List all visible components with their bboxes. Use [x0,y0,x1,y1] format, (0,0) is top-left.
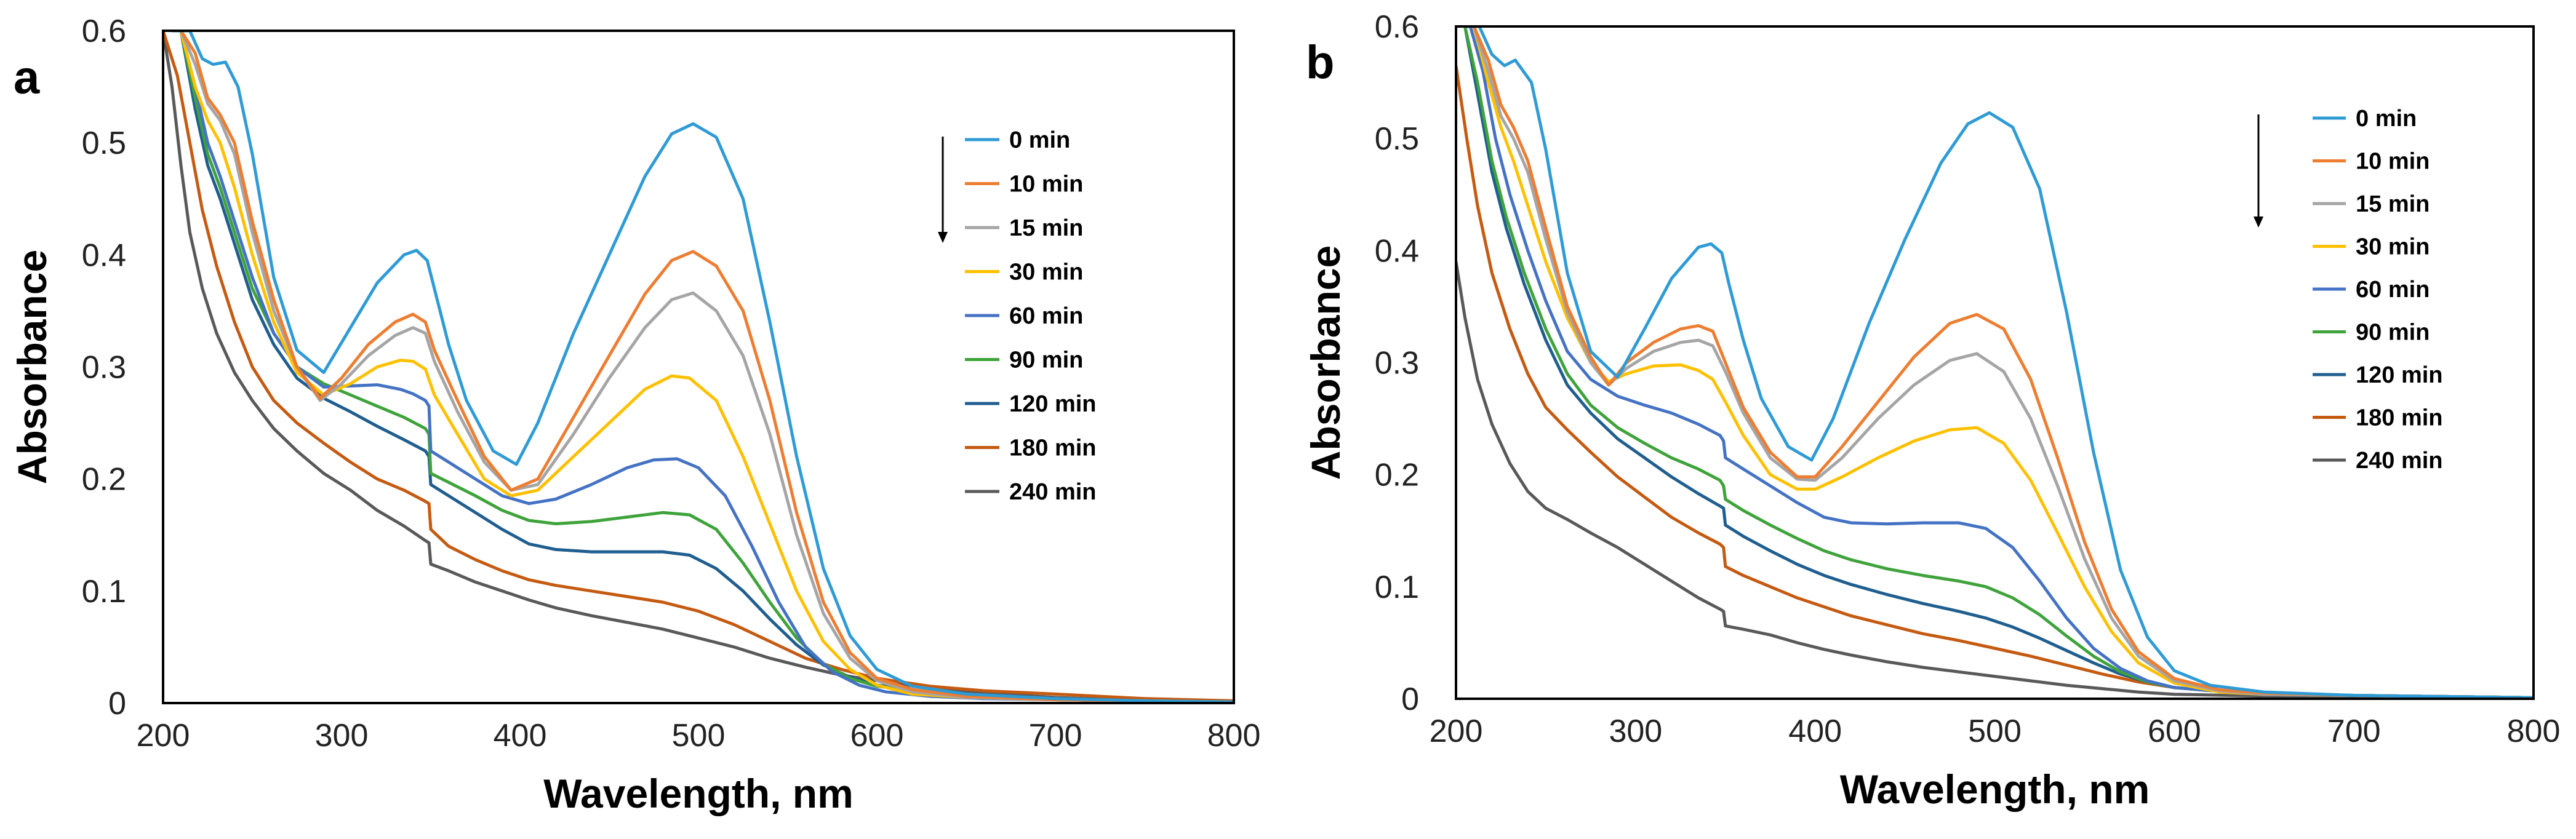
series-line-0-min [172,31,1234,703]
series-line-15-min [179,31,1234,703]
y-axis-title: Absorbance [1303,245,1348,480]
legend-label: 10 min [1009,172,1083,197]
y-tick-label: 0.5 [82,125,126,161]
x-tick-label: 200 [137,718,190,754]
series-line-60-min [179,31,1234,703]
y-tick-label: 0.3 [1375,346,1419,381]
y-tick-label: 0 [1401,682,1419,717]
series-lines [1456,26,2534,699]
x-tick-label: 600 [2148,714,2201,749]
panel-label: a [14,52,40,104]
legend-label: 90 min [1009,348,1083,373]
y-tick-label: 0.4 [1375,233,1419,269]
legend-label: 0 min [1009,127,1070,153]
x-axis-title: Wavelength, nm [543,771,854,816]
legend-label: 180 min [1009,435,1097,461]
plot-frame [1455,25,2535,700]
y-tick-label: 0 [108,686,126,722]
legend-label: 60 min [2356,277,2430,303]
series-lines [163,31,1234,703]
legend-label: 120 min [1009,391,1097,417]
legend-label: 15 min [1009,215,1083,241]
plot-frame [162,30,1235,704]
x-tick-label: 400 [1788,714,1842,749]
x-tick-label: 600 [850,718,904,754]
series-line-15-min [1472,26,2534,699]
y-tick-label: 0.4 [82,237,126,273]
legend-label: 90 min [2356,320,2430,346]
x-tick-label: 700 [1029,718,1082,754]
x-axis-title: Wavelength, nm [1840,766,2150,812]
series-line-60-min [1468,26,2534,699]
legend-label: 120 min [2356,362,2443,388]
legend-label: 15 min [2356,191,2430,217]
series-line-240-min [1456,261,2534,699]
trend-arrow-head [2254,217,2263,228]
x-tick-label: 300 [1609,714,1662,749]
x-tick-label: 800 [2507,714,2561,749]
series-line-10-min [1472,26,2534,699]
x-tick-label: 500 [672,718,726,754]
legend-label: 180 min [2356,405,2443,431]
x-tick-label: 800 [1207,718,1261,754]
x-tick-label: 400 [494,718,547,754]
y-tick-label: 0.6 [82,14,126,49]
x-tick-label: 300 [315,718,369,754]
series-line-30-min [179,31,1234,703]
legend-label: 240 min [1009,479,1097,505]
legend-label: 30 min [2356,234,2430,260]
legend: 0 min 10 min 15 min 30 min 60 min 90 min 120 m… [2254,106,2443,474]
x-tick-label: 200 [1430,714,1483,749]
y-tick-label: 0.2 [1375,458,1419,493]
panel-label: b [1306,36,1334,89]
legend-label: 0 min [2356,106,2417,132]
y-tick-label: 0.5 [1375,121,1419,157]
y-tick-label: 0.3 [82,350,126,386]
legend-label: 60 min [1009,303,1083,329]
y-tick-label: 0.6 [1375,9,1419,45]
x-tick-label: 500 [1968,714,2022,749]
y-tick-label: 0.1 [1375,570,1419,605]
series-line-0-min [1465,26,2534,699]
series-line-30-min [1472,26,2534,699]
trend-arrow-head [938,232,948,243]
x-tick-label: 700 [2327,714,2381,749]
y-tick-label: 0.1 [82,574,126,610]
legend-label: 30 min [1009,260,1083,285]
legend-label: 240 min [2356,448,2443,474]
chart-panel-a: 200 300 400 500 600 700 800 0 0.1 0.2 0.3 0.4 0.5 0.6… [9,14,1260,816]
legend-label: 10 min [2356,149,2430,175]
series-line-10-min [179,31,1234,703]
y-tick-label: 0.2 [82,462,126,498]
y-axis-title: Absorbance [9,250,55,484]
chart-panel-b: 200 300 400 500 600 700 800 0 0.1 0.2 0.3 0.4 0.5 0.6… [1303,9,2560,812]
legend: 0 min 10 min 15 min 30 min 60 min 90 min 120 m… [938,127,1097,505]
